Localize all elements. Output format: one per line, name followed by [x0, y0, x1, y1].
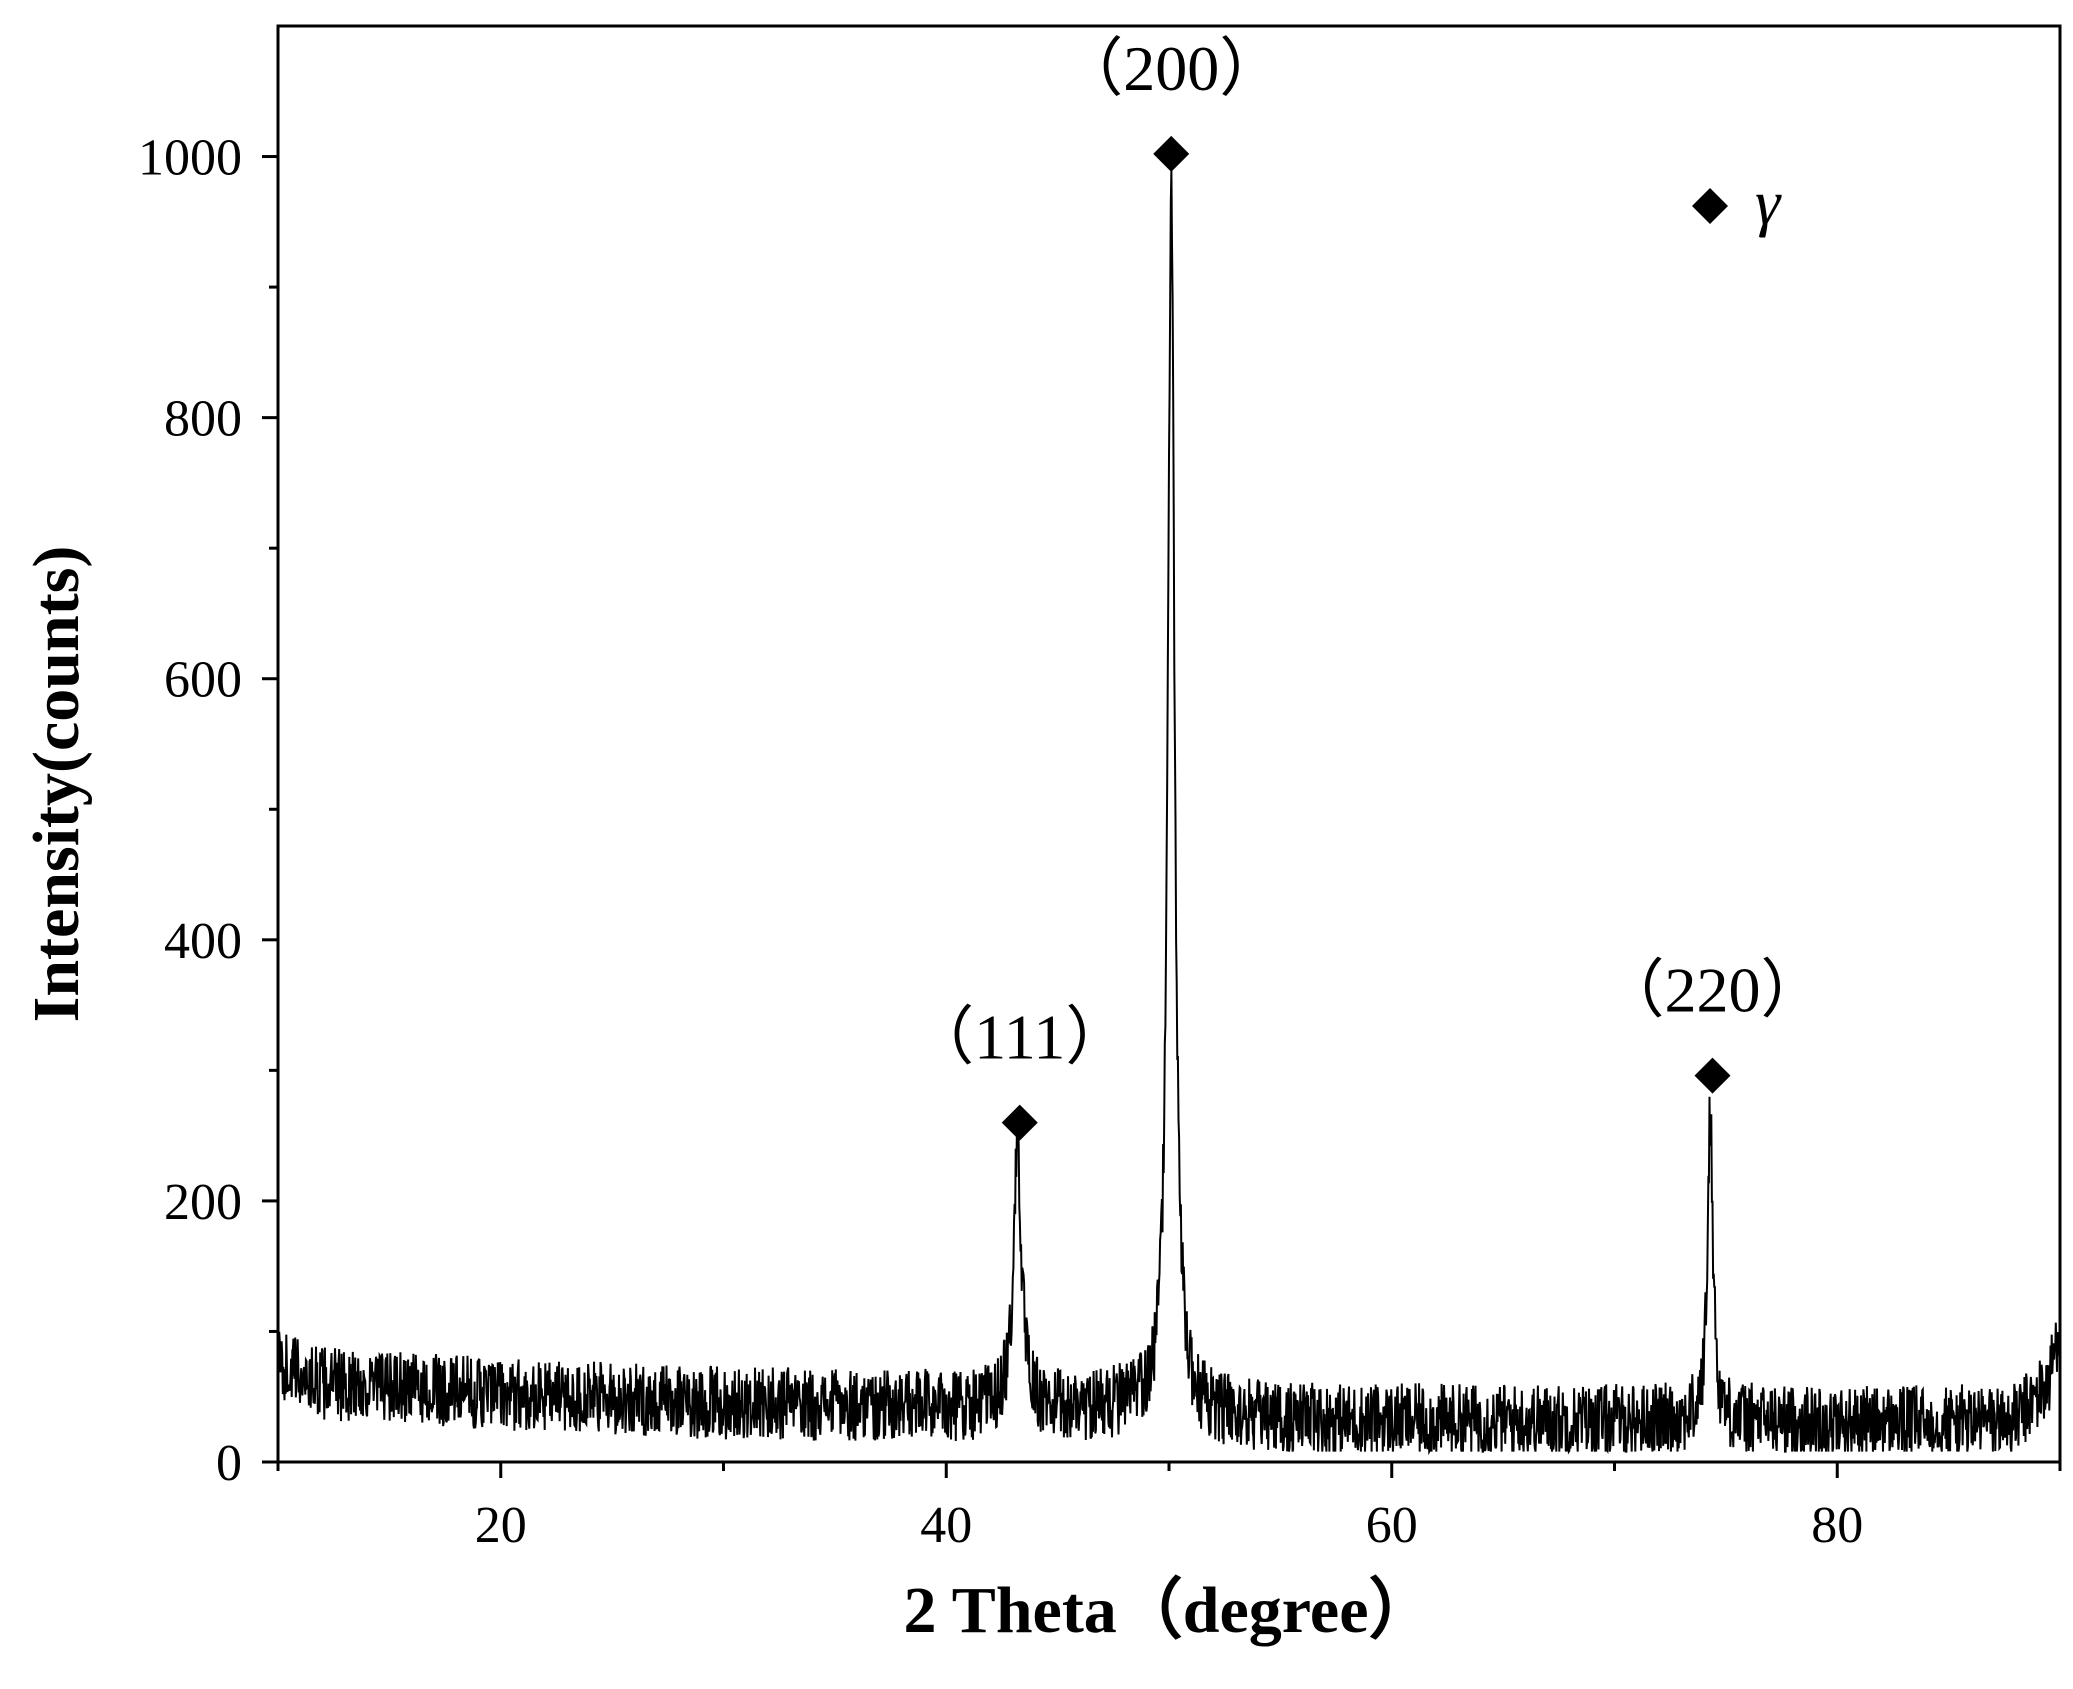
- x-tick-label: 80: [1811, 1497, 1863, 1554]
- y-tick-label: 400: [164, 913, 242, 970]
- peak-marker: [1001, 1104, 1038, 1141]
- legend-marker: [1692, 188, 1728, 224]
- plot-border: [276, 24, 2062, 1464]
- legend: γ: [1692, 167, 1782, 238]
- peak-label: （111）: [910, 1002, 1129, 1073]
- plot-frame: [276, 24, 2062, 1464]
- series-line: [277, 169, 2061, 1456]
- y-tick-label: 1000: [138, 130, 242, 187]
- y-tick-label: 800: [164, 391, 242, 448]
- peak-marker: [1153, 135, 1190, 172]
- peak-marker: [1694, 1057, 1731, 1094]
- annotation-layer: （111） （200） （220）: [910, 33, 1825, 1141]
- x-tick-label: 20: [475, 1497, 527, 1554]
- peak-label: （200）: [1059, 33, 1283, 104]
- series-layer: [277, 169, 2061, 1456]
- x-axis-title: 2 Theta（degree）: [904, 1573, 1435, 1647]
- legend-label: γ: [1755, 167, 1782, 238]
- y-tick-label: 600: [164, 652, 242, 709]
- peak-label: （220）: [1601, 955, 1825, 1026]
- x-tick-label: 40: [920, 1497, 972, 1554]
- y-tick-label: 0: [216, 1435, 242, 1492]
- y-axis-title: Intensity(counts): [20, 546, 93, 1023]
- y-tick-label: 200: [164, 1174, 242, 1231]
- x-tick-label: 60: [1366, 1497, 1418, 1554]
